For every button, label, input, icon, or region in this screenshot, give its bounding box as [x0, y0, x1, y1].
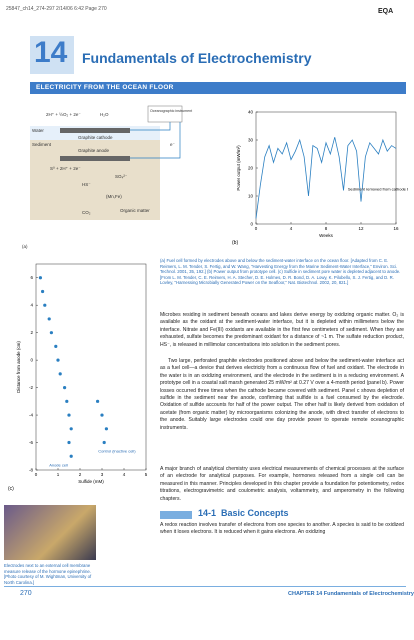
data-point [100, 413, 104, 417]
photo [4, 505, 96, 560]
y-tick-label: -4 [29, 413, 33, 418]
x-tick-label: 8 [325, 226, 328, 231]
data-point [104, 427, 108, 431]
x-tick-label: 0 [35, 472, 38, 477]
slug: 25847_ch14_274-297 2/14/06 6:42 Page 270 [6, 6, 107, 12]
y-tick-label: 40 [248, 110, 254, 115]
x-tick-label: 4 [290, 226, 293, 231]
y-tick-label: 20 [248, 166, 254, 171]
box-caption: (a) Fuel cell formed by electrodes above… [160, 258, 401, 286]
diagram-label: e⁻ [170, 142, 176, 147]
section-mark [160, 511, 192, 519]
data-point [38, 276, 43, 280]
x-axis-label: Weeks [319, 233, 333, 238]
data-point [67, 413, 71, 417]
diagram-label: Organic matter [120, 208, 150, 213]
diagram-label: Sediment [32, 142, 52, 147]
plot-frame [255, 111, 397, 225]
x-tick-label: 0 [255, 226, 258, 231]
y-tick-label: 4 [30, 303, 33, 308]
cathode [60, 128, 130, 133]
series-label: Anode cell [49, 462, 68, 467]
page-number: 270 [20, 590, 32, 597]
annotation: Sediment removed from cathode by diver [348, 186, 408, 191]
chart-c: 0 1 2 3 4 5 6 4 2 0 -2 -4 -6 -8 Sulfide (mM) Distance f… [8, 263, 148, 492]
y-tick-label: -2 [29, 385, 33, 390]
plot-frame [35, 263, 147, 471]
data-point [102, 440, 106, 445]
y-tick-label: 30 [248, 138, 254, 143]
sediment [30, 140, 160, 220]
intro: A major branch of analytical chemistry u… [160, 466, 404, 502]
x-tick-label: 2 [79, 472, 82, 477]
series-label: Control (inactive cell) [98, 449, 136, 454]
instrument [147, 105, 183, 123]
diagram-label: 2H⁺ + ½O₂ + 2e⁻ [46, 111, 81, 117]
banner [30, 82, 406, 94]
x-tick-label: 3 [101, 472, 104, 477]
y-axis-label: Power output (mW/m²) [236, 145, 241, 191]
wires [130, 122, 181, 159]
anode [60, 156, 130, 161]
code: EQA [378, 8, 394, 15]
data-point [96, 399, 100, 403]
x-tick-label: 12 [358, 226, 364, 231]
data-point [69, 454, 73, 458]
section-text: A redox reaction involves transfer of el… [160, 522, 404, 536]
panel-label: (b) [232, 240, 238, 246]
diagram-label: HS⁻ [82, 182, 91, 187]
diagram-label: Graphite cathode [78, 135, 113, 140]
y-tick-label: 0 [250, 222, 253, 227]
data-line [255, 137, 397, 219]
section-number: 14-1 [198, 508, 217, 518]
x-tick-label: 1 [57, 472, 60, 477]
diagram-label: CO₂ [82, 210, 91, 215]
diagram-label: Graphite anode [78, 148, 110, 153]
x-tick-label: 5 [145, 472, 148, 477]
y-tick-label: 6 [30, 275, 33, 280]
running-footer: CHAPTER 14 Fundamentals of Electrochemis… [288, 591, 414, 597]
data-point [43, 303, 47, 307]
diagram-label: (Mn,Fe) [106, 194, 122, 199]
box-paragraph: Two large, perforated graphite electrode… [160, 358, 404, 431]
diagram-label: H₂O [100, 112, 109, 117]
photo-caption: Electrodes next to an external cell memb… [4, 563, 92, 585]
box-paragraph: Microbes residing in sediment beneath oc… [160, 312, 404, 348]
y-axis-label: Distance from anode (cm) [16, 341, 21, 393]
data-point [65, 399, 69, 403]
panel-label: (c) [8, 486, 14, 492]
y-tick-label: -6 [29, 440, 33, 445]
data-point [41, 289, 45, 294]
section-title: Basic Concepts [221, 508, 289, 518]
y-tick-label: 0 [30, 358, 33, 363]
x-tick-label: 16 [393, 226, 399, 231]
diagram-label: S⁰ + 2H⁺ + 2e⁻ [50, 166, 81, 171]
data-point [49, 331, 54, 335]
diagram-label: Water [32, 128, 44, 133]
data-point [54, 344, 58, 348]
data-point [47, 317, 51, 321]
data-point [56, 358, 60, 362]
data-point [58, 372, 62, 376]
x-tick-label: 4 [123, 472, 126, 477]
chapter-box [30, 36, 74, 74]
x-axis-label: Sulfide (mM) [78, 479, 104, 484]
data-point [63, 386, 67, 390]
y-tick-label: 2 [30, 330, 33, 335]
y-tick-label: -8 [29, 468, 33, 473]
panel-label: (a) [22, 244, 28, 249]
diagram: 2H⁺ + ½O₂ + 2e⁻ H₂O Water Sediment Graph… [22, 105, 192, 249]
diagram-label: SO₄²⁻ [115, 174, 128, 179]
chart-b: 0 4 8 12 16 0 10 20 30 40 Weeks Power output (mW/m²… [232, 110, 408, 247]
data-point [69, 427, 73, 431]
banner-title: ELECTRICITY FROM THE OCEAN FLOOR [36, 84, 174, 91]
data-point [67, 440, 71, 445]
chapter-title: Fundamentals of Electrochemistry [82, 50, 312, 66]
diagram-label: Oceanographic instrument [150, 109, 192, 113]
section-heading: 14-1 Basic Concepts [198, 508, 289, 518]
chapter-number: 14 [34, 36, 68, 69]
footer-rule [4, 586, 406, 587]
y-tick-label: 10 [248, 194, 254, 199]
